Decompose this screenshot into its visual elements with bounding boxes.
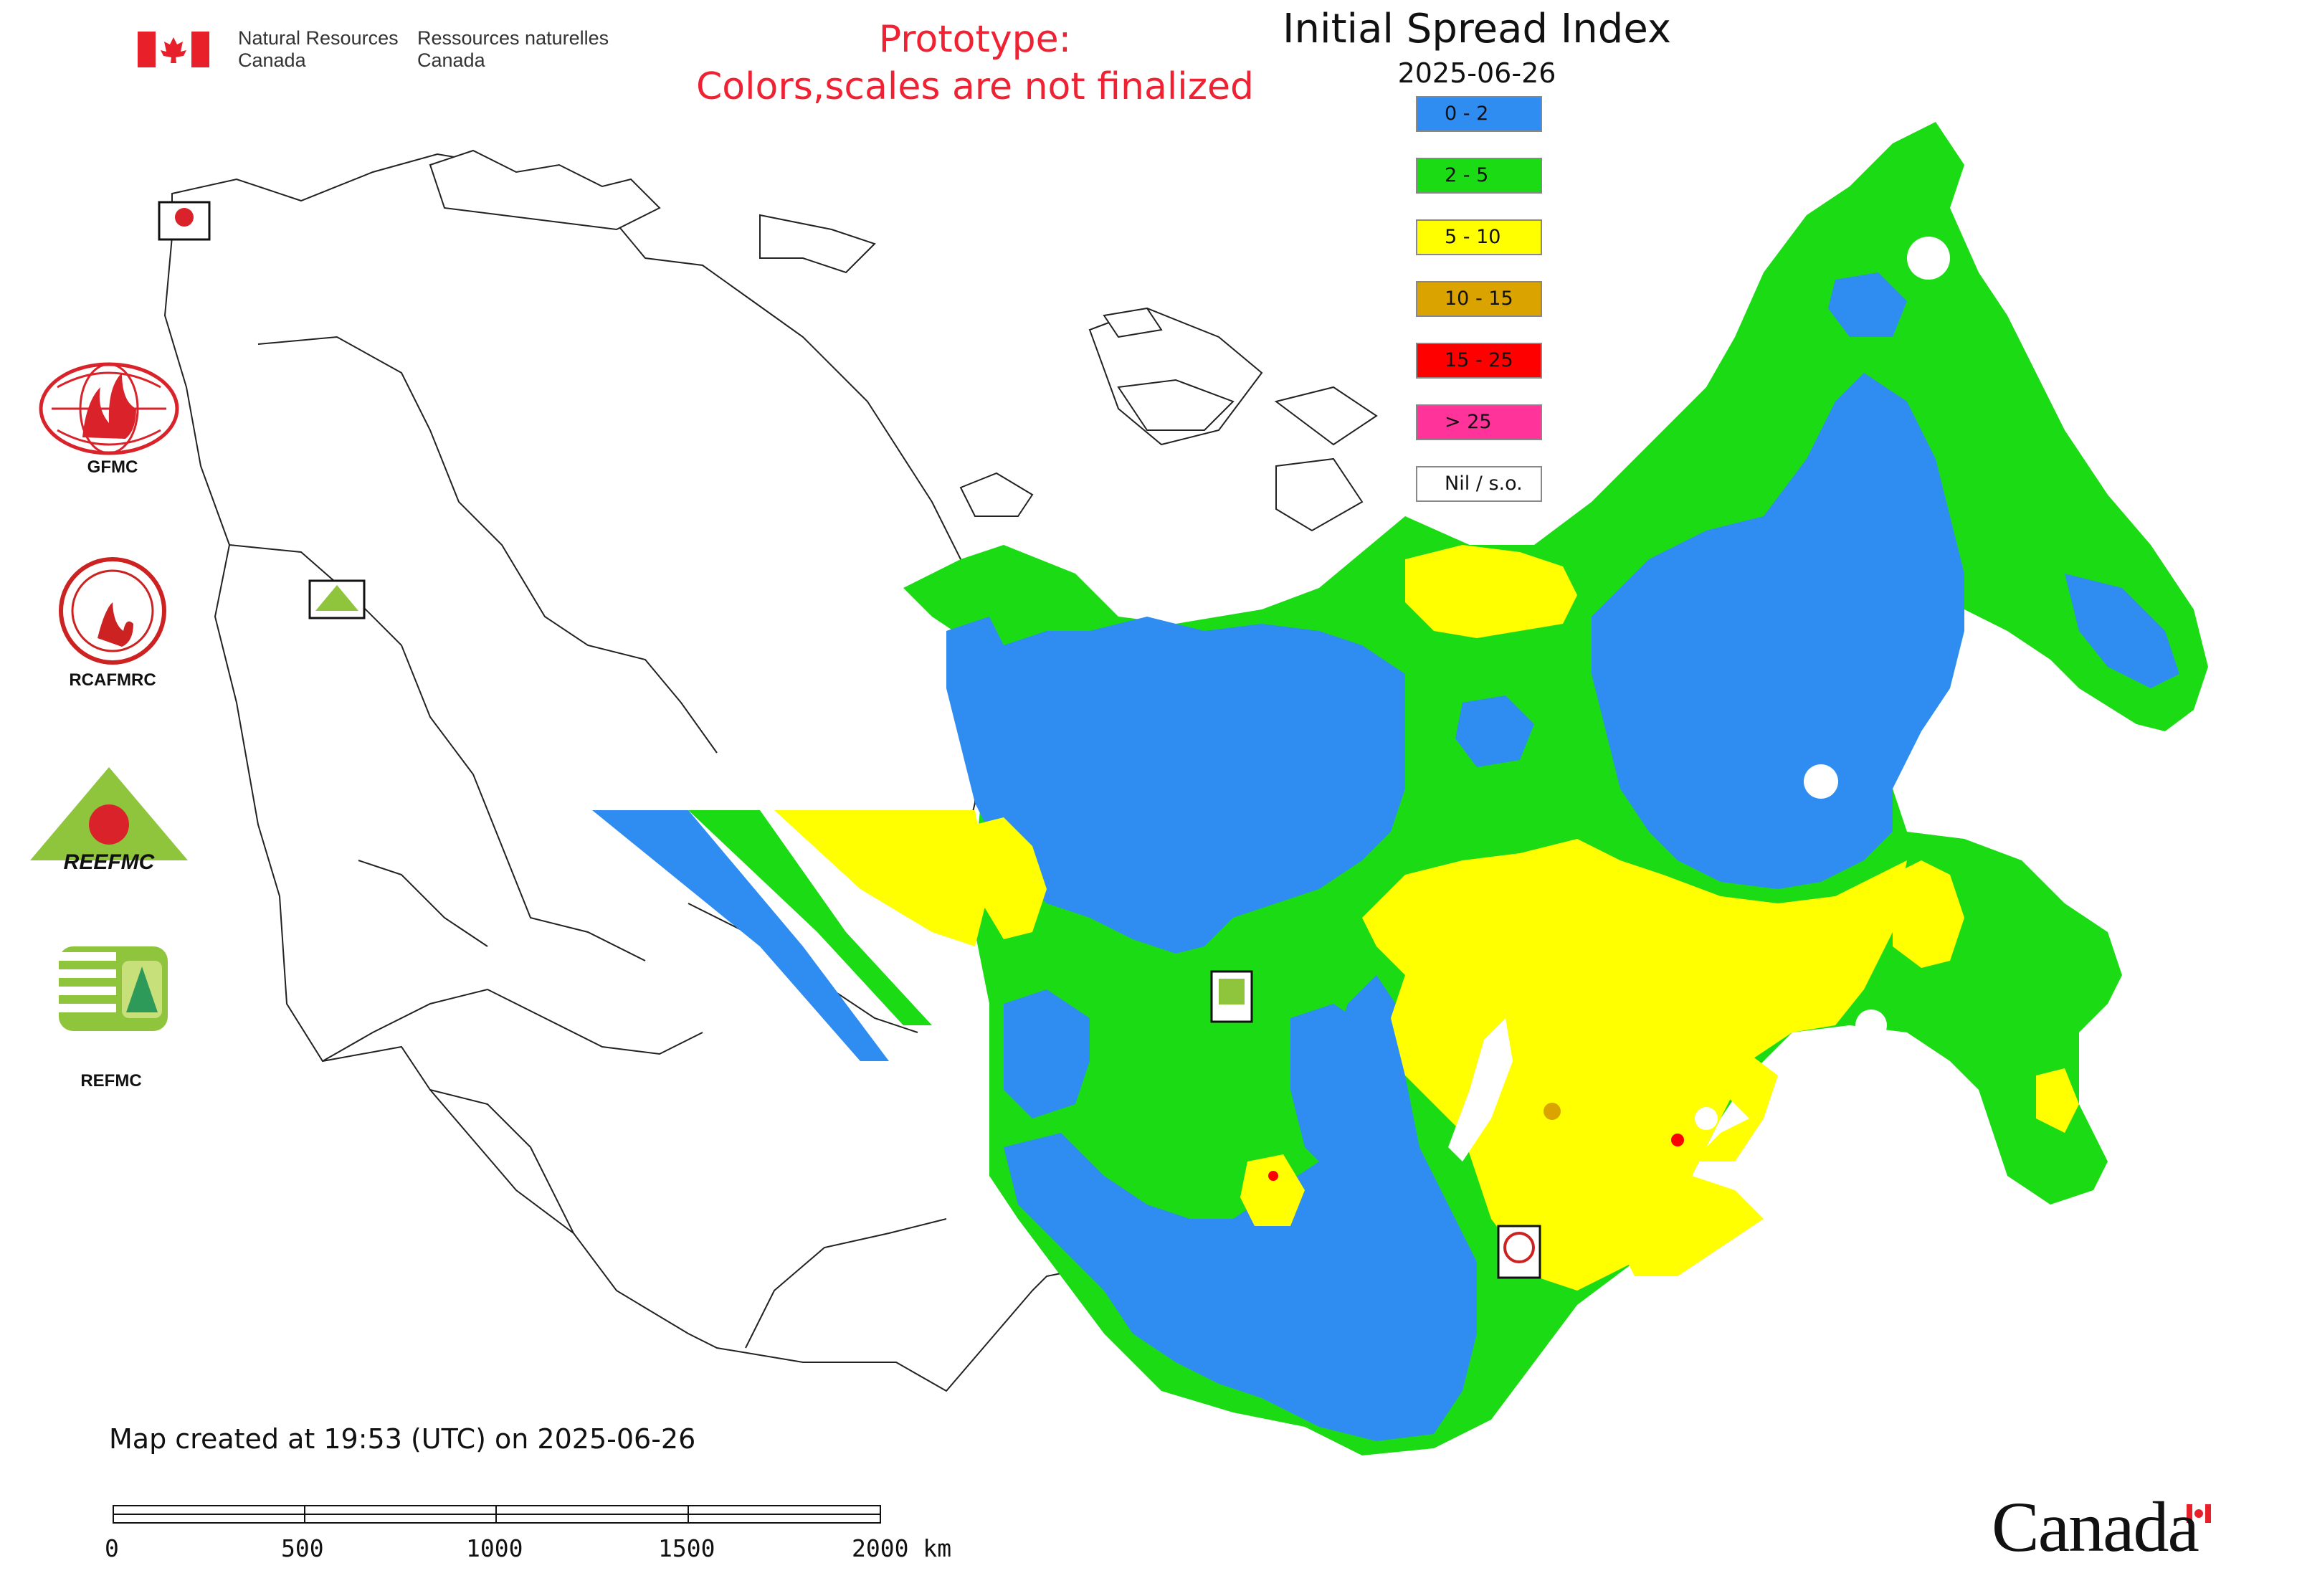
- nil-area: [1695, 1107, 1718, 1130]
- isi-zone-0-2: [1004, 989, 1090, 1118]
- isi-zone-15-25: [1671, 1134, 1684, 1146]
- isi-zone-0-2: [1290, 1004, 1391, 1176]
- isi-zone-2-5: [688, 810, 932, 1025]
- isi-zone-5-10: [1240, 1154, 1305, 1226]
- legend-item: 15 - 25: [1416, 343, 1542, 379]
- isi-zone-0-2: [592, 810, 889, 1061]
- refmc-label: REFMC: [80, 1071, 142, 1091]
- rcafmrc-seal-icon: [59, 557, 166, 665]
- nil-area: [1855, 1010, 1887, 1041]
- org-name-en: Natural Resources Canada: [238, 27, 399, 72]
- isi-zone-15-25: [1268, 1171, 1278, 1181]
- gfmc-globe-fire-icon: [39, 362, 179, 455]
- rcafmrc-mini-icon: [1503, 1232, 1535, 1263]
- legend-item: 10 - 15: [1416, 281, 1542, 317]
- map-date: 2025-06-26: [1397, 57, 1556, 89]
- isi-zone-0-2: [1828, 272, 1907, 337]
- scale-bar: [113, 1505, 881, 1524]
- org-name-fr: Ressources naturelles Canada: [417, 27, 609, 72]
- gfmc-mini-icon: [175, 208, 194, 227]
- center-markers: [158, 201, 1541, 1279]
- isi-zone-5-10: [1692, 1054, 1778, 1162]
- scale-tick-label: 1500: [658, 1534, 715, 1562]
- legend-item: 5 - 10: [1416, 219, 1542, 255]
- isi-zone-0-2: [1455, 695, 1534, 767]
- scale-tick-label: 0: [105, 1534, 119, 1562]
- refmc-mini-icon: [1219, 979, 1245, 1004]
- prototype-notice: Prototype: Colors,scales are not finaliz…: [674, 16, 1276, 110]
- map-created-timestamp: Map created at 19:53 (UTC) on 2025-06-26: [109, 1423, 696, 1455]
- legend-item: 2 - 5: [1416, 158, 1542, 194]
- prototype-notice-line1: Prototype:: [878, 18, 1072, 61]
- isi-zone-5-10: [975, 817, 1047, 939]
- baikal-lake: [1448, 1018, 1513, 1162]
- arctic-islands: [959, 307, 1378, 532]
- legend-item: > 25: [1416, 404, 1542, 440]
- isi-zone-5-10: [2036, 1068, 2079, 1133]
- isi-zone-5-10: [1405, 545, 1577, 638]
- isi-coverage: [592, 122, 2208, 1455]
- org-name-fr-line1: Ressources naturelles: [417, 27, 609, 49]
- scale-tick-label: 500: [281, 1534, 324, 1562]
- canada-wordmark: Canada: [1992, 1487, 2199, 1567]
- map-title: Initial Spread Index: [1283, 6, 1671, 52]
- scale-tick-label: 1000: [466, 1534, 523, 1562]
- org-name-fr-line2: Canada: [417, 49, 485, 71]
- isi-zone-5-10: [1606, 1176, 1764, 1276]
- canada-flag-icon: [138, 32, 209, 67]
- prototype-notice-line2: Colors,scales are not finalized: [695, 65, 1255, 108]
- legend-item: Nil / s.o.: [1416, 466, 1542, 502]
- gfmc-label: GFMC: [87, 457, 138, 477]
- scale-tick-label: 2000 km: [852, 1534, 952, 1562]
- nil-area: [1804, 764, 1838, 799]
- org-name-en-line1: Natural Resources: [238, 27, 399, 49]
- internal-borders: [229, 336, 947, 1349]
- refmc-stripes-icon: [59, 946, 168, 1031]
- reefmc-wordmark: REEFMC: [63, 850, 155, 874]
- isi-zone-0-2: [2065, 574, 2179, 688]
- isi-zone-5-10: [1362, 839, 1907, 1291]
- isi-zone-0-2: [1592, 373, 1964, 889]
- isi-zone-5-10: [1893, 860, 1964, 968]
- isi-zone-5-10: [774, 810, 989, 946]
- reefmc-mini-icon: [315, 585, 358, 611]
- isi-zone-10-15: [1544, 1103, 1561, 1120]
- reefmc-triangle-icon: [30, 767, 188, 860]
- nil-area: [1907, 237, 1950, 280]
- isi-zone-0-2: [946, 617, 1405, 954]
- canada-wordmark-flag-icon: [2187, 1504, 2211, 1523]
- org-name-en-line2: Canada: [238, 49, 306, 71]
- legend-item: 0 - 2: [1416, 96, 1542, 132]
- rcafmrc-label: RCAFMRC: [69, 670, 156, 690]
- country-outlines: [163, 149, 1120, 1392]
